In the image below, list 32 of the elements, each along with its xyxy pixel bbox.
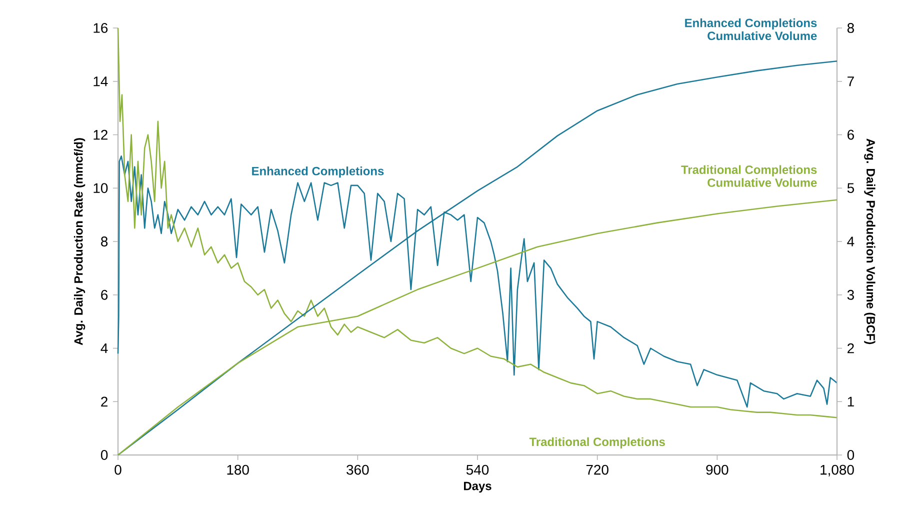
x-tick-label: 540 [466, 464, 489, 475]
y2-tick-label: 5 [847, 183, 854, 193]
x-tick-label: 180 [227, 464, 249, 475]
series-label: Enhanced Completions Cumulative Volume [685, 18, 817, 40]
y2-tick-label: 8 [847, 23, 854, 33]
x-tick-label: 0 [114, 464, 122, 475]
y2-tick-label: 3 [847, 290, 854, 300]
y2-tick-label: 4 [847, 236, 854, 246]
y-tick-label: 2 [101, 396, 108, 406]
series-label: Traditional Completions Cumulative Volume [681, 165, 817, 187]
series-label: Enhanced Completions [252, 166, 384, 178]
y-tick-label: 16 [94, 23, 108, 33]
y2-tick-label: 6 [848, 130, 854, 140]
y-tick-label: 4 [100, 343, 108, 354]
y-tick-label: 14 [94, 76, 108, 86]
x-axis-title: Days [464, 482, 492, 493]
y-tick-label: 12 [94, 130, 108, 140]
y2-axis-title: Avg. Daily Production Volume (BCF) [864, 138, 876, 344]
y-axis-title: Avg. Daily Production Rate (mmcf/d) [74, 138, 86, 346]
x-tick-label: 720 [586, 464, 608, 475]
y-tick-label: 8 [101, 236, 108, 246]
x-tick-label: 360 [346, 464, 369, 475]
y2-tick-label: 2 [848, 343, 854, 354]
y-tick-label: 6 [101, 290, 108, 300]
x-tick-label: 900 [706, 464, 728, 475]
y2-tick-label: 0 [847, 450, 854, 460]
y-tick-label: 0 [100, 450, 108, 460]
y-tick-label: 10 [94, 183, 108, 194]
x-tick-label: 1,080 [820, 464, 854, 476]
y2-tick-label: 1 [848, 396, 854, 406]
text: Traditional Completions [529, 437, 665, 448]
y2-tick-label: 7 [848, 76, 854, 86]
